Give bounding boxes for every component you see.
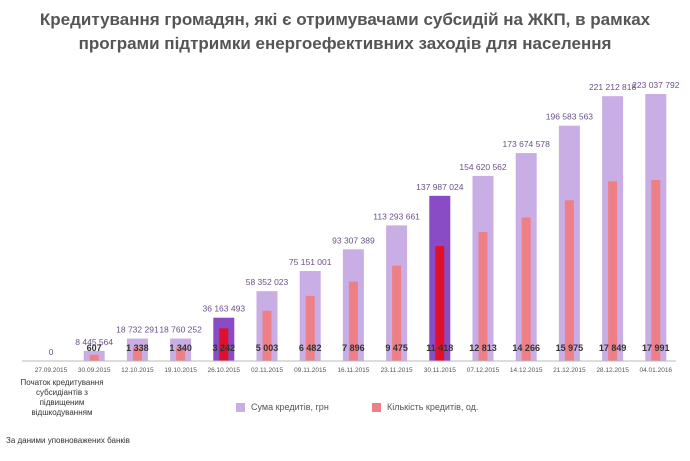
- count-bar: [219, 328, 229, 361]
- count-data-label: 12 813: [469, 343, 497, 353]
- x-tick-label: 30.11.2015: [424, 367, 456, 374]
- x-tick-label: 19.10.2015: [164, 367, 197, 374]
- count-bar: [435, 246, 445, 361]
- count-data-label: 7 896: [342, 343, 365, 353]
- count-data-label: 5 003: [256, 343, 279, 353]
- x-tick-label: 21.12.2015: [553, 367, 586, 374]
- legend-label-count: Кількість кредитів, од.: [387, 402, 479, 412]
- sum-data-label: 0: [49, 347, 54, 357]
- sum-data-label: 58 352 023: [246, 277, 289, 287]
- sum-data-label: 221 212 818: [589, 82, 637, 92]
- count-data-label: 17 849: [599, 343, 627, 353]
- count-bar: [478, 232, 488, 361]
- count-bar: [651, 180, 661, 361]
- count-bar: [564, 200, 574, 361]
- count-data-label: 607: [87, 343, 102, 353]
- count-data-label: 15 975: [556, 343, 584, 353]
- x-tick-label: 12.10.2015: [121, 367, 154, 374]
- sum-data-label: 196 583 563: [546, 112, 594, 122]
- x-tick-label: 14.12.2015: [510, 367, 543, 374]
- sum-data-label: 75 151 001: [289, 257, 332, 267]
- count-bar: [305, 295, 315, 361]
- x-tick-label: 02.11.2015: [251, 367, 283, 374]
- count-bar: [132, 347, 142, 361]
- x-tick-label: 26.10.2015: [208, 367, 241, 374]
- sum-data-label: 18 760 252: [159, 325, 202, 335]
- count-bar: [392, 265, 402, 361]
- count-data-label: 1 338: [126, 343, 149, 353]
- count-data-label: 9 475: [385, 343, 408, 353]
- x-axis-tick-labels: 27.09.2015 30.09.2015 12.10.2015 19.10.2015…: [35, 367, 673, 374]
- sum-data-label: 18 732 291: [116, 325, 159, 335]
- chart-title: Кредитування громадян, які є отримувачам…: [0, 8, 690, 56]
- count-bar: [521, 217, 531, 361]
- count-data-label: 17 991: [642, 343, 670, 353]
- sum-data-label: 154 620 562: [459, 162, 507, 172]
- count-bar: [176, 347, 186, 361]
- sum-bars: [83, 94, 667, 361]
- x-tick-label: 23.11.2015: [381, 367, 413, 374]
- legend-item-sum: Сума кредитів, грн: [236, 402, 329, 412]
- count-data-label: 1 340: [169, 343, 192, 353]
- sum-data-label: 36 163 493: [203, 304, 246, 314]
- x-tick-label: 16.11.2015: [337, 367, 369, 374]
- count-data-label: 6 482: [299, 343, 322, 353]
- count-bar: [262, 310, 272, 361]
- sum-data-label: 223 037 792: [632, 80, 680, 90]
- legend-item-count: Кількість кредитів, од.: [372, 402, 478, 412]
- count-bar: [348, 281, 358, 361]
- count-data-label: 11 418: [426, 343, 453, 353]
- count-bars: [89, 180, 661, 361]
- sum-data-label: 8 445 564: [75, 337, 113, 347]
- x-tick-label: 04.01.2016: [640, 367, 673, 374]
- x-tick-label: 27.09.2015: [35, 367, 68, 374]
- start-note: Початок кредитування субсидіантів з підв…: [20, 378, 104, 417]
- chart-title-line-2: програми підтримки енергоефективних захо…: [78, 34, 612, 53]
- chart-title-line-1: Кредитування громадян, які є отримувачам…: [39, 10, 651, 29]
- legend-label-sum: Сума кредитів, грн: [251, 402, 329, 412]
- source-note: За даними уповноважених банків: [6, 436, 130, 445]
- sum-data-label: 113 293 661: [373, 211, 420, 221]
- count-data-label: 3 242: [213, 343, 236, 353]
- sum-data-label: 93 307 389: [332, 235, 375, 245]
- legend-swatch-sum: [236, 402, 245, 412]
- x-tick-label: 28.12.2015: [596, 367, 629, 374]
- x-tick-label: 30.09.2015: [78, 367, 111, 374]
- legend-swatch-count: [372, 402, 381, 412]
- count-bar: [608, 181, 618, 361]
- x-tick-label: 07.12.2015: [467, 367, 500, 374]
- count-data-labels: 607 1 338 1 340 3 242 5 003 6 482 7 896 9 475 11…: [87, 343, 670, 353]
- sum-data-label: 173 674 578: [503, 139, 551, 149]
- sum-data-label: 137 987 024: [416, 182, 464, 192]
- x-tick-label: 09.11.2015: [294, 367, 326, 374]
- count-bar: [89, 354, 99, 361]
- count-data-label: 14 266: [512, 343, 540, 353]
